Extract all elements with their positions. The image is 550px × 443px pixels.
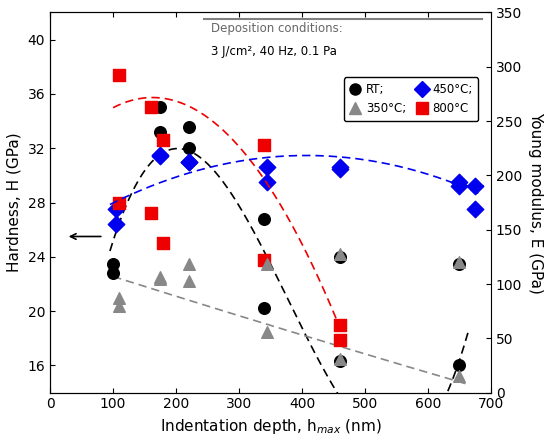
Point — [263, 179, 272, 186]
Point — [115, 199, 124, 206]
Point — [263, 328, 272, 335]
Point — [184, 261, 193, 268]
Point — [260, 141, 268, 148]
Point — [146, 210, 155, 217]
Point — [184, 278, 193, 285]
Point — [336, 253, 344, 260]
Point — [336, 250, 344, 257]
Point — [109, 260, 118, 267]
Point — [336, 337, 344, 344]
Point — [336, 358, 344, 365]
Point — [260, 215, 268, 222]
Point — [146, 103, 155, 110]
Point — [263, 261, 272, 268]
Point — [471, 183, 480, 190]
Point — [156, 128, 165, 136]
Point — [184, 158, 193, 165]
Point — [156, 104, 165, 111]
Text: Deposition conditions:: Deposition conditions: — [211, 22, 343, 35]
X-axis label: Indentation depth, h$_{max}$ (nm): Indentation depth, h$_{max}$ (nm) — [160, 417, 382, 436]
Point — [336, 165, 344, 172]
Point — [156, 275, 165, 282]
Point — [455, 362, 464, 369]
Point — [184, 159, 193, 166]
Point — [455, 183, 464, 190]
Point — [263, 163, 272, 170]
Legend: RT;, 350°C;, 450°C;, 800°C: RT;, 350°C;, 450°C;, 800°C — [344, 77, 478, 121]
Text: 3 J/cm², 40 Hz, 0.1 Pa: 3 J/cm², 40 Hz, 0.1 Pa — [211, 45, 337, 58]
Point — [115, 294, 124, 301]
Point — [156, 152, 165, 159]
Point — [336, 321, 344, 328]
Point — [112, 206, 120, 213]
Point — [455, 179, 464, 186]
Point — [159, 136, 168, 143]
Point — [455, 259, 464, 266]
Point — [184, 145, 193, 152]
Point — [184, 123, 193, 130]
Point — [112, 221, 120, 228]
Point — [455, 261, 464, 268]
Point — [156, 152, 165, 159]
Point — [336, 163, 344, 170]
Point — [109, 270, 118, 277]
Point — [471, 206, 480, 213]
Point — [115, 72, 124, 79]
Y-axis label: Hardness, H (GPa): Hardness, H (GPa) — [7, 133, 22, 272]
Point — [156, 274, 165, 281]
Point — [260, 256, 268, 263]
Point — [115, 302, 124, 309]
Point — [159, 240, 168, 247]
Point — [455, 373, 464, 380]
Y-axis label: Young modulus, E (GPa): Young modulus, E (GPa) — [528, 112, 543, 293]
Point — [260, 305, 268, 312]
Point — [336, 355, 344, 362]
